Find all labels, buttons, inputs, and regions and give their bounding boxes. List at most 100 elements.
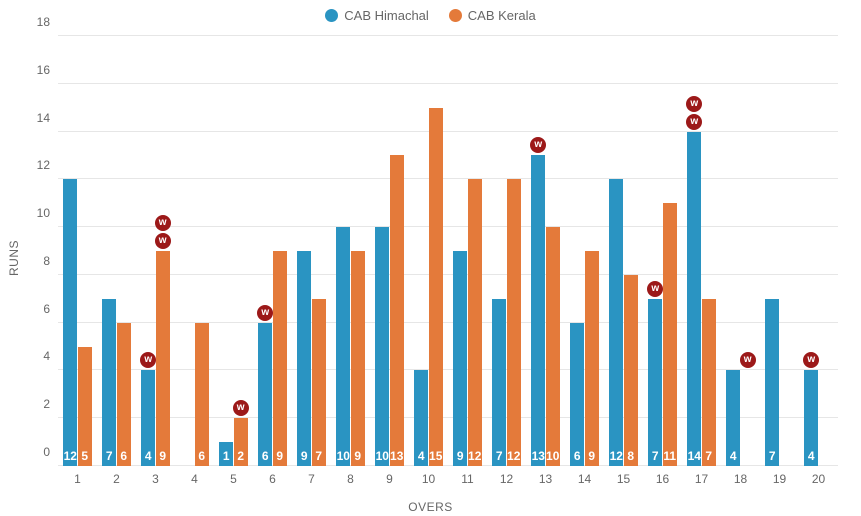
bar-value-label: 7: [312, 450, 326, 462]
bar-value-label: 9: [297, 450, 311, 462]
x-tick-label: 14: [578, 472, 591, 486]
bar-value-label: 9: [156, 450, 170, 462]
bar[interactable]: 11: [663, 203, 677, 466]
bar-value-label: 13: [531, 450, 545, 462]
bar[interactable]: 15: [429, 108, 443, 466]
bar[interactable]: 12: [468, 179, 482, 466]
bar-value-label: 10: [546, 450, 560, 462]
y-tick-label: 6: [43, 302, 50, 316]
wicket-badge: w: [140, 352, 156, 368]
bar-value-label: 9: [273, 450, 287, 462]
x-tick-label: 7: [308, 472, 315, 486]
bar[interactable]: 7: [312, 299, 326, 466]
y-axis-title: RUNS: [7, 240, 21, 276]
bar[interactable]: 13w: [531, 155, 545, 466]
bar[interactable]: 1: [219, 442, 233, 466]
bar[interactable]: 4: [414, 370, 428, 466]
bar-value-label: 9: [453, 450, 467, 462]
legend-label: CAB Himachal: [344, 8, 429, 23]
bar[interactable]: 9: [297, 251, 311, 466]
bar-value-label: 2: [234, 450, 248, 462]
legend-item-cab-kerala[interactable]: CAB Kerala: [449, 8, 536, 23]
bar[interactable]: 5: [78, 347, 92, 466]
bar-value-label: 10: [375, 450, 389, 462]
bar[interactable]: 9: [351, 251, 365, 466]
bar[interactable]: 9: [273, 251, 287, 466]
x-tick-label: 4: [191, 472, 198, 486]
x-tick-label: 11: [461, 472, 473, 486]
wicket-badge: w: [740, 352, 756, 368]
x-tick-label: 15: [617, 472, 630, 486]
bar[interactable]: 14ww: [687, 132, 701, 466]
wicket-badge: w: [686, 114, 702, 130]
bar-value-label: 4: [726, 450, 740, 462]
bar[interactable]: 8: [624, 275, 638, 466]
wicket-badge: w: [257, 305, 273, 321]
x-tick-label: 3: [152, 472, 159, 486]
bar-value-label: 6: [258, 450, 272, 462]
bar[interactable]: 6: [195, 323, 209, 466]
bar-value-label: 6: [195, 450, 209, 462]
y-tick-label: 10: [37, 206, 50, 220]
bar[interactable]: 10: [546, 227, 560, 466]
bar[interactable]: 6: [570, 323, 584, 466]
bar-value-label: 4: [141, 450, 155, 462]
wicket-badge: w: [530, 137, 546, 153]
bar-value-label: 14: [687, 450, 701, 462]
bar-value-label: 12: [468, 450, 482, 462]
bar[interactable]: 7: [492, 299, 506, 466]
bar[interactable]: 10: [336, 227, 350, 466]
bars: 125764w9ww612w6w997109101341591271213w10…: [58, 36, 838, 466]
legend-swatch: [449, 9, 462, 22]
bar-value-label: 10: [336, 450, 350, 462]
bar[interactable]: 7: [765, 299, 779, 466]
x-tick-label: 8: [347, 472, 354, 486]
y-tick-label: 0: [43, 445, 50, 459]
runs-per-over-chart: CAB HimachalCAB Kerala RUNS OVERS 024681…: [0, 0, 861, 516]
bar-value-label: 7: [702, 450, 716, 462]
bar-value-label: 9: [351, 450, 365, 462]
bar[interactable]: 9: [585, 251, 599, 466]
legend: CAB Himachal CAB Kerala: [0, 0, 861, 29]
bar[interactable]: 13: [390, 155, 404, 466]
x-tick-label: 13: [539, 472, 552, 486]
bar[interactable]: 4: [726, 370, 740, 466]
bar[interactable]: 7: [702, 299, 716, 466]
bar[interactable]: 2w: [234, 418, 248, 466]
x-tick-label: 12: [500, 472, 513, 486]
y-tick-label: 4: [43, 349, 50, 363]
wicket-badge: w: [647, 281, 663, 297]
bar[interactable]: 6: [117, 323, 131, 466]
wicket-badge: w: [155, 233, 171, 249]
x-tick-label: 2: [113, 472, 120, 486]
bar[interactable]: 7: [102, 299, 116, 466]
bar-value-label: 7: [102, 450, 116, 462]
bar[interactable]: 6w: [258, 323, 272, 466]
y-tick-label: 2: [43, 397, 50, 411]
bar[interactable]: 12: [63, 179, 77, 466]
x-tick-label: 16: [656, 472, 669, 486]
x-tick-label: 10: [422, 472, 435, 486]
bar[interactable]: 12: [609, 179, 623, 466]
bar[interactable]: 4w: [141, 370, 155, 466]
bar[interactable]: 4w: [804, 370, 818, 466]
bar[interactable]: 7w: [648, 299, 662, 466]
x-tick-label: 19: [773, 472, 786, 486]
bar-value-label: 12: [63, 450, 77, 462]
bar-value-label: 15: [429, 450, 443, 462]
x-tick-label: 5: [230, 472, 237, 486]
bar-value-label: 4: [804, 450, 818, 462]
bar[interactable]: 9: [453, 251, 467, 466]
legend-swatch: [325, 9, 338, 22]
y-tick-label: 18: [37, 15, 50, 29]
legend-item-cab-himachal[interactable]: CAB Himachal: [325, 8, 429, 23]
wicket-badge: w: [233, 400, 249, 416]
bar-value-label: 11: [663, 450, 677, 462]
x-axis-title: OVERS: [408, 500, 453, 514]
bar[interactable]: 9ww: [156, 251, 170, 466]
wicket-badge: w: [686, 96, 702, 112]
bar[interactable]: 10: [375, 227, 389, 466]
bar[interactable]: 12: [507, 179, 521, 466]
wicket-badge: w: [155, 215, 171, 231]
x-tick-label: 18: [734, 472, 747, 486]
